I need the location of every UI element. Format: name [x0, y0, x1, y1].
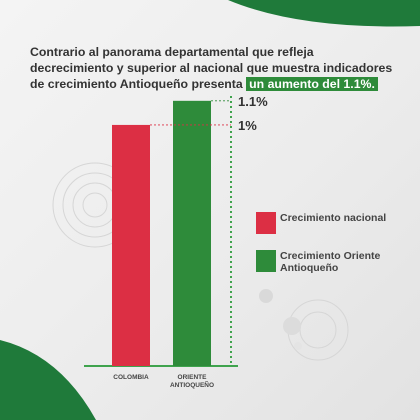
- legend-item-oriente: Crecimiento Oriente Antioqueño: [256, 250, 390, 274]
- headline: Contrario al panorama departamental que …: [30, 44, 400, 92]
- value-label-colombia: 1%: [238, 118, 257, 133]
- bar-colombia: [112, 124, 150, 366]
- value-label-oriente: 1.1%: [238, 94, 268, 109]
- legend-item-nacional: Crecimiento nacional: [256, 212, 390, 234]
- top-right-green-swoosh: [228, 0, 420, 27]
- legend-label-nacional: Crecimiento nacional: [280, 212, 387, 224]
- legend-label-oriente: Crecimiento Oriente Antioqueño: [280, 250, 381, 274]
- category-label-colombia: COLOMBIA: [113, 374, 149, 381]
- category-label-oriente-line: ANTIOQUEÑO: [170, 380, 214, 389]
- bar-oriente-antioqueno: [173, 100, 211, 367]
- decorative-bubble: [259, 289, 273, 303]
- decorative-bubble: [294, 342, 302, 350]
- category-label-oriente: ORIENTE ANTIOQUEÑO: [170, 374, 214, 389]
- headline-highlight: un aumento del 1.1%.: [246, 77, 378, 91]
- legend-swatch-oriente: [256, 250, 276, 272]
- category-label-oriente-line: ORIENTE: [178, 374, 208, 381]
- bottom-left-green-swoosh: [0, 340, 96, 420]
- legend-swatch-nacional: [256, 212, 276, 234]
- headline-text: Contrario al panorama departamental que …: [30, 45, 393, 91]
- decorative-bubble: [283, 317, 301, 335]
